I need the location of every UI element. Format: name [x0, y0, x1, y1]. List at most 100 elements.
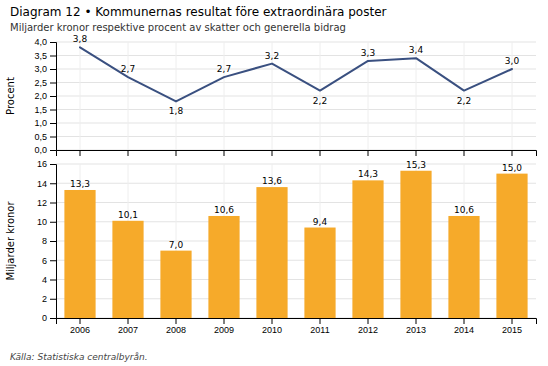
- data-label: 10,6: [214, 205, 234, 215]
- data-label: 10,1: [118, 210, 138, 220]
- tick-mark: [50, 83, 56, 84]
- data-label: 10,6: [454, 205, 474, 215]
- tick-mark: [80, 150, 81, 156]
- tick-mark: [512, 150, 513, 156]
- tick-mark: [128, 150, 129, 156]
- tick: 2012: [358, 318, 378, 335]
- data-label: 2,7: [121, 64, 135, 74]
- subtitle: Miljarder kronor respektive procent av s…: [10, 22, 346, 33]
- axis-line: [50, 43, 57, 151]
- tick-label: 2006: [70, 325, 90, 335]
- tick-label: 2007: [118, 325, 138, 335]
- tick-mark: [50, 164, 56, 165]
- tick-label: 2013: [406, 325, 426, 335]
- data-label: 9,4: [313, 217, 328, 227]
- tick: [224, 150, 225, 156]
- chart: Diagram 12 • Kommunernas resultat före e…: [0, 0, 548, 366]
- grid-line: [80, 42, 81, 150]
- bar: [256, 187, 287, 318]
- tick: 2010: [262, 318, 282, 335]
- marks: [80, 47, 512, 101]
- tick: 4: [42, 275, 56, 285]
- tick: [176, 150, 177, 156]
- tick-mark: [224, 318, 225, 324]
- tick-mark: [50, 260, 56, 261]
- tick: 1,0: [34, 118, 56, 128]
- data-label: 13,3: [70, 179, 90, 189]
- y-axis: 0,00,51,01,52,02,53,03,54,0: [34, 37, 56, 155]
- data-label: 7,0: [169, 240, 184, 250]
- tick-mark: [128, 318, 129, 324]
- axis-line: [50, 165, 57, 319]
- tick-label: 0,5: [34, 132, 47, 142]
- bar: [304, 228, 335, 318]
- tick-label: 0,0: [34, 145, 47, 155]
- tick-mark: [416, 318, 417, 324]
- grid: [56, 164, 536, 318]
- data-label: 14,3: [358, 169, 378, 179]
- bar: [448, 216, 479, 318]
- tick: 2011: [310, 318, 329, 335]
- tick: [368, 150, 369, 156]
- data-label: 13,6: [262, 176, 282, 186]
- tick-label: 2011: [310, 325, 329, 335]
- tick-mark: [464, 318, 465, 324]
- data-labels: 13,310,17,010,613,69,414,315,310,615,0: [70, 160, 522, 250]
- axis-line: [57, 319, 537, 325]
- tick-mark: [368, 150, 369, 156]
- tick: 16: [37, 159, 56, 169]
- tick-mark: [416, 150, 417, 156]
- marks: [64, 171, 527, 318]
- data-label: 3,4: [409, 45, 424, 55]
- tick-mark: [50, 69, 56, 70]
- tick: 2013: [406, 318, 426, 335]
- tick-label: 1,0: [34, 118, 47, 128]
- panel-line: 0,00,51,01,52,02,53,03,54,0Procent3,82,7…: [5, 34, 537, 156]
- tick: 2008: [166, 318, 186, 335]
- data-label: 3,3: [361, 48, 375, 58]
- tick: 0,5: [34, 132, 56, 142]
- bar: [112, 221, 143, 318]
- grid-line: [224, 42, 225, 150]
- tick-label: 2014: [454, 325, 474, 335]
- axis-line: [57, 151, 537, 157]
- data-label: 3,0: [505, 56, 520, 66]
- tick-mark: [176, 150, 177, 156]
- tick: 12: [37, 198, 56, 208]
- data-label: 1,8: [169, 106, 184, 116]
- tick: [512, 150, 513, 156]
- tick: 3,5: [34, 51, 56, 61]
- data-labels: 3,82,71,82,73,22,23,33,42,23,0: [73, 34, 520, 116]
- axis-title: Procent: [5, 77, 16, 115]
- bar: [496, 174, 527, 318]
- tick: 14: [37, 179, 56, 189]
- tick: 2,5: [34, 78, 56, 88]
- grid-line: [128, 42, 129, 150]
- grid-line: [368, 42, 369, 150]
- bar: [208, 216, 239, 318]
- tick: 1,5: [34, 105, 56, 115]
- tick-mark: [176, 318, 177, 324]
- data-label: 2,7: [217, 64, 231, 74]
- tick-mark: [50, 280, 56, 281]
- tick-mark: [50, 203, 56, 204]
- tick-label: 2012: [358, 325, 378, 335]
- tick-label: 2010: [262, 325, 282, 335]
- tick-label: 12: [37, 198, 47, 208]
- tick: 0,0: [34, 145, 56, 155]
- tick: 10: [37, 217, 56, 227]
- tick-mark: [320, 150, 321, 156]
- tick-label: 3,5: [34, 51, 47, 61]
- tick: 3,0: [34, 64, 56, 74]
- tick-mark: [50, 222, 56, 223]
- tick-mark: [50, 96, 56, 97]
- tick: [320, 150, 321, 156]
- data-label: 15,0: [502, 163, 522, 173]
- source: Källa: Statistiska centralbyrån.: [10, 352, 148, 362]
- data-label: 2,2: [313, 96, 327, 106]
- tick-label: 16: [37, 159, 47, 169]
- tick-mark: [50, 56, 56, 57]
- tick-mark: [50, 183, 56, 184]
- tick-mark: [50, 318, 56, 319]
- bar: [160, 251, 191, 318]
